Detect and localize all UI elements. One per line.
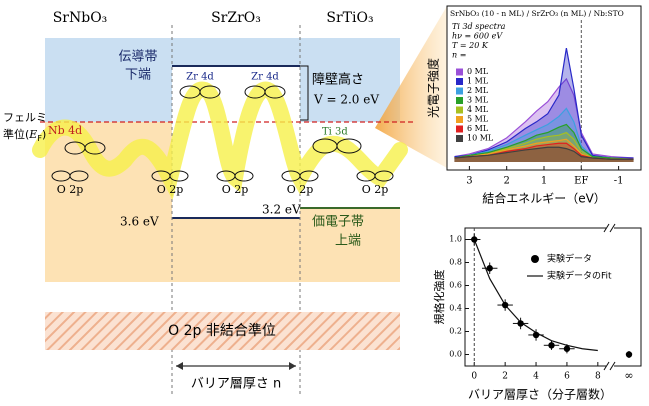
zoom-funnel (375, 6, 447, 168)
fermi-label: E (28, 128, 37, 141)
thickness-label: バリア層厚さ n (191, 377, 281, 392)
spectrum (454, 78, 634, 162)
energy-label: 3.6 eV (120, 215, 159, 229)
orbital-label: O 2p (222, 183, 249, 196)
fermi-label: ) (42, 128, 46, 141)
cb-label: 伝導帯 (118, 50, 157, 65)
material-label: SrTiO₃ (326, 10, 373, 26)
nonbonding-label: O 2p 非結合準位 (168, 323, 276, 339)
fermi-label: 準位(EF) (3, 127, 46, 143)
y-tick-label: 1.0 (449, 235, 462, 244)
y-axis-label: 光電子強度 (426, 58, 441, 118)
orbital-label: Nb 4d (48, 124, 82, 137)
barrier-label: 障壁高さ (312, 72, 364, 88)
legend-label: 10 ML (467, 134, 494, 143)
vb-label: 上端 (335, 234, 361, 249)
orbital-label: O 2p (57, 183, 84, 196)
legend-swatch (456, 87, 463, 95)
legend-swatch (456, 97, 463, 104)
orbital-label: O 2p (157, 183, 184, 196)
legend-label: 3 ML (467, 96, 489, 105)
legend-swatch (456, 135, 463, 142)
legend-marker (531, 255, 539, 263)
y-tick-label: 0.2 (449, 327, 462, 336)
data-point (501, 301, 509, 309)
legend-swatch (456, 116, 463, 123)
cb-label: 下端 (125, 68, 151, 83)
y-tick-label: 0.4 (449, 304, 462, 313)
x-tick-label: EF (574, 176, 588, 187)
nonbonding-band (45, 312, 400, 350)
spectrum-line (454, 146, 634, 160)
x-tick-label: -1 (614, 176, 624, 187)
annotation: hν = 600 eV (452, 32, 503, 41)
energy-label: 3.2 eV (262, 203, 301, 217)
orbital-label: O 2p (362, 183, 389, 196)
wavefunction (32, 81, 408, 201)
barrier-bracket (300, 65, 309, 121)
annotation: n = (452, 51, 466, 60)
spectrum-line (454, 77, 634, 159)
legend-swatch (456, 106, 463, 114)
legend-label: 2 ML (467, 86, 489, 95)
data-point (486, 265, 493, 272)
legend-label: 1 ML (467, 77, 489, 86)
fermi-label: フェルミ (3, 111, 47, 124)
annotation: T = 20 K (452, 41, 489, 50)
spectrum-line (454, 123, 634, 160)
orbital-label: O 2p (287, 183, 314, 196)
x-tick-label: 8 (595, 372, 601, 382)
x-tick-label: 1 (541, 176, 547, 187)
spectrum (454, 108, 634, 162)
x-tick-label: 4 (533, 372, 539, 382)
spectrum (454, 48, 634, 162)
vb-label: 価電子帯 (312, 215, 364, 230)
legend-label: 4 ML (467, 105, 489, 114)
data-point (517, 320, 524, 327)
legend-label: 6 ML (467, 124, 489, 133)
fermi-label: 準位( (3, 127, 29, 141)
data-point (471, 236, 478, 243)
orbital-label: Ti 3d (322, 127, 348, 138)
data-point (625, 351, 633, 358)
material-label: SrZrO₃ (211, 10, 261, 26)
x-tick-label: 2 (504, 176, 510, 187)
x-tick-label: ∞ (624, 369, 633, 382)
chart-title: SrNbO₃ (10 - n ML) / SrZrO₃ (n ML) / Nb:… (450, 9, 624, 18)
orbital-label: Zr 4d (186, 72, 214, 83)
spectrum (454, 139, 634, 162)
y-tick-label: 0.0 (449, 350, 462, 359)
legend-swatch (456, 68, 463, 76)
y-axis-label: 規格化強度 (432, 270, 446, 325)
y-tick-label: 0.8 (449, 258, 462, 267)
data-point (548, 342, 555, 349)
annotation: Ti 3d spectra (452, 22, 506, 31)
orbital-label: Zr 4d (251, 72, 279, 83)
barrier-value: V = 2.0 eV (313, 93, 379, 107)
data-point (532, 331, 540, 339)
x-axis-label: バリア層厚さ（分子層数） (468, 387, 612, 402)
x-tick-label: 3 (466, 176, 472, 187)
y-tick-label: 0.6 (449, 281, 462, 290)
legend-label: 0 ML (467, 67, 489, 76)
fermi-label: F (37, 134, 42, 143)
x-axis-label: 結合エネルギー（eV） (482, 191, 606, 206)
legend-swatch (456, 78, 463, 85)
decay-frame (464, 227, 642, 367)
legend-swatch (456, 125, 463, 133)
data-point (563, 345, 571, 352)
spectrum (454, 147, 634, 162)
material-label: SrNbO₃ (53, 10, 108, 26)
orbitals (51, 85, 394, 182)
axis-break (603, 223, 616, 371)
x-tick-label: 2 (502, 372, 508, 382)
legend-label: 実験データのFit (547, 270, 612, 282)
legend-label: 実験データ (547, 253, 592, 265)
spectrum-line (454, 47, 634, 159)
x-tick-label: 0 (471, 372, 477, 382)
x-tick-label: 6 (564, 372, 570, 382)
legend-label: 5 ML (467, 115, 489, 124)
